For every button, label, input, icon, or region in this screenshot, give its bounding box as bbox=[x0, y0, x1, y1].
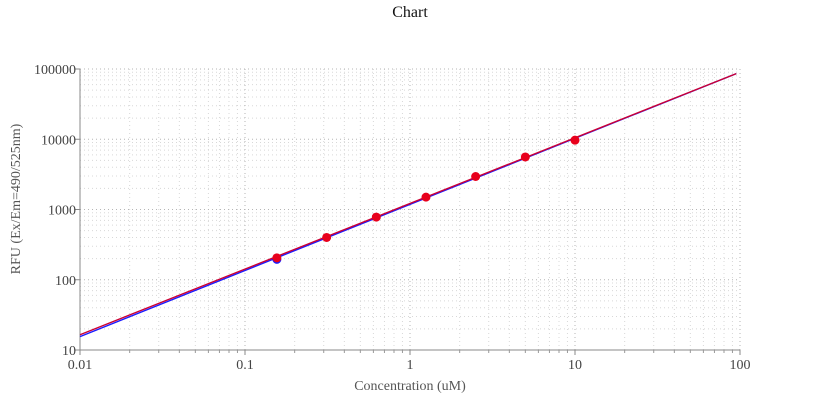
data-point bbox=[570, 135, 580, 145]
y-tick-label: 10000 bbox=[41, 133, 76, 148]
data-point bbox=[471, 171, 481, 181]
y-tick-label: 100 bbox=[55, 274, 76, 289]
axes bbox=[75, 68, 741, 355]
tick-labels: 0.01 0.1 1 10 100 10 100 1000 10000 100000 bbox=[34, 63, 751, 373]
fit-lines bbox=[79, 72, 737, 338]
data-point bbox=[421, 192, 431, 202]
x-tick-label: 100 bbox=[730, 358, 751, 373]
x-tick-label: 1 bbox=[407, 358, 414, 373]
y-tick-label: 1000 bbox=[48, 204, 76, 219]
x-axis-label: Concentration (uM) bbox=[354, 379, 466, 394]
y-axis-label: RFU (Ex/Em=490/525nm) bbox=[9, 123, 24, 274]
data-point bbox=[322, 232, 332, 242]
chart-title: Chart bbox=[392, 4, 428, 21]
x-tick-label: 10 bbox=[568, 358, 582, 373]
data-points bbox=[272, 135, 580, 264]
data-point bbox=[371, 212, 381, 222]
y-tick-label: 100000 bbox=[34, 63, 76, 78]
data-point bbox=[520, 152, 530, 162]
fit-line bbox=[79, 72, 737, 336]
data-point bbox=[272, 253, 282, 263]
x-tick-label: 0.1 bbox=[236, 358, 254, 373]
x-tick-label: 0.01 bbox=[68, 358, 93, 373]
y-tick-label: 10 bbox=[62, 344, 76, 359]
